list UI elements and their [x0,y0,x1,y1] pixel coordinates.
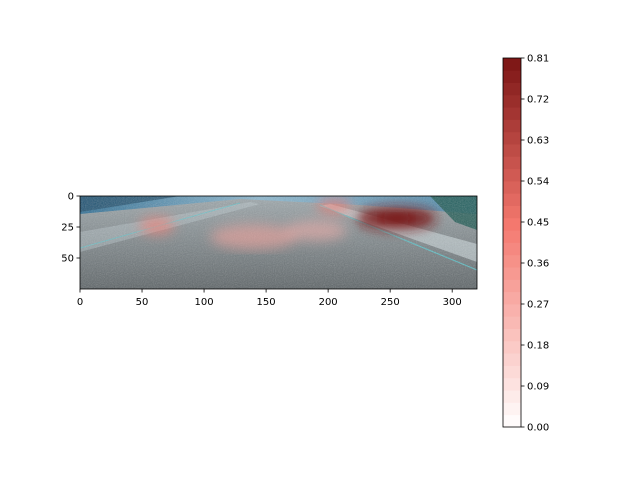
y-tick-label: 25 [61,223,74,234]
colorbar-level [503,119,521,133]
colorbar-level [503,131,521,145]
saliency-hotspot [139,217,175,235]
x-tick-label: 50 [136,297,149,308]
colorbar-tick-label: 0.63 [527,136,549,147]
colorbar: 0.00 0.09 0.18 0.27 0.36 0.45 0.54 0.63 0.72 0.81 [502,54,549,434]
x-tick-label: 100 [195,297,214,308]
colorbar-level [503,365,521,379]
x-tick-label: 150 [257,297,276,308]
colorbar-level [503,242,521,256]
colorbar-level [503,156,521,170]
saliency-hotspot [316,198,352,214]
colorbar-level [503,217,521,231]
colorbar-level [503,168,521,182]
x-tick-label: 0 [77,297,83,308]
colorbar-tick-label: 0.54 [527,177,549,188]
colorbar-level [503,414,521,428]
saliency-hotspot-core [380,213,413,224]
colorbar-level [503,193,521,206]
y-axis: 0 25 50 [61,192,80,265]
colorbar-level [503,107,521,120]
colorbar-tick-label: 0.81 [527,54,549,65]
colorbar-tick-label: 0.09 [527,382,549,393]
colorbar-level [503,340,521,354]
saliency-overlay [139,198,437,250]
x-tick-label: 300 [443,297,462,308]
colorbar-tick-label: 0.36 [527,259,549,270]
colorbar-tick-label: 0.45 [527,218,549,229]
colorbar-level [503,58,521,71]
colorbar-level [503,304,521,317]
colorbar-level [503,316,521,329]
colorbar-level [503,402,521,416]
colorbar-level [503,230,521,243]
colorbar-level [503,82,521,96]
saliency-hotspot [284,220,347,241]
saliency-hotspot [210,224,298,250]
colorbar-level [503,353,521,366]
colorbar-tick-label: 0.27 [527,300,549,311]
colorbar-level [503,254,521,268]
colorbar-level [503,267,521,280]
colorbar-tick-label: 0.00 [527,423,549,434]
colorbar-level [503,205,521,219]
colorbar-level [503,94,521,108]
x-axis: 0 50 100 150 200 250 300 [77,289,462,308]
colorbar-level [503,181,521,194]
colorbar-level [503,279,521,293]
colorbar-tick-label: 0.18 [527,341,549,352]
image-axes-frame [79,195,478,290]
colorbar-level [503,328,521,342]
colorbar-level [503,291,521,305]
x-tick-label: 250 [381,297,400,308]
colorbar-frame [502,57,522,428]
colorbar-level [503,70,521,83]
colorbar-level [503,390,521,403]
y-tick-label: 0 [68,192,74,203]
colorbar-level [503,377,521,391]
colorbar-level [503,144,521,157]
colorbar-tick-label: 0.72 [527,95,549,106]
x-tick-label: 200 [319,297,338,308]
y-tick-label: 50 [61,254,74,265]
